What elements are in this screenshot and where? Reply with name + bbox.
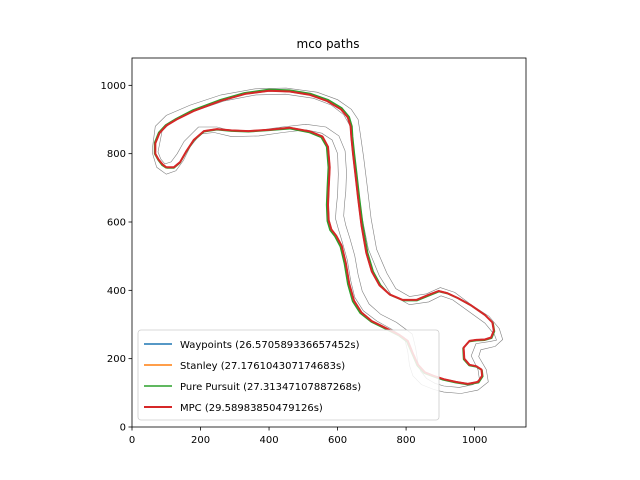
series-line-3 (154, 89, 495, 385)
x-tick-label: 0 (129, 435, 135, 446)
legend-box (137, 329, 440, 421)
y-tick-label: 800 (107, 149, 126, 160)
legend: Waypoints (26.570589336657452s) Stanley (… (137, 329, 440, 421)
y-tick-label: 1000 (101, 81, 126, 92)
legend-label: Waypoints (26.570589336657452s) (180, 340, 360, 351)
chart-title: mco paths (297, 37, 360, 51)
x-tick-label: 1000 (462, 435, 487, 446)
y-tick-label: 400 (107, 286, 126, 297)
x-tick-label: 400 (259, 435, 278, 446)
legend-label: Pure Pursuit (27.31347107887268s) (180, 382, 361, 393)
legend-label: MPC (29.58983850479126s) (180, 403, 323, 414)
x-tick-label: 200 (191, 435, 210, 446)
x-axis: 0 200 400 600 800 1000 (129, 427, 487, 446)
y-tick-label: 200 (107, 354, 126, 365)
y-axis: 0 200 400 600 800 1000 (101, 81, 132, 434)
x-tick-label: 800 (397, 435, 416, 446)
plot-frame (131, 57, 527, 428)
y-tick-label: 600 (107, 218, 126, 229)
x-tick-label: 600 (328, 435, 347, 446)
series-lines (153, 88, 496, 386)
legend-label: Stanley (27.176104307174683s) (180, 361, 345, 372)
y-tick-label: 0 (120, 423, 126, 434)
